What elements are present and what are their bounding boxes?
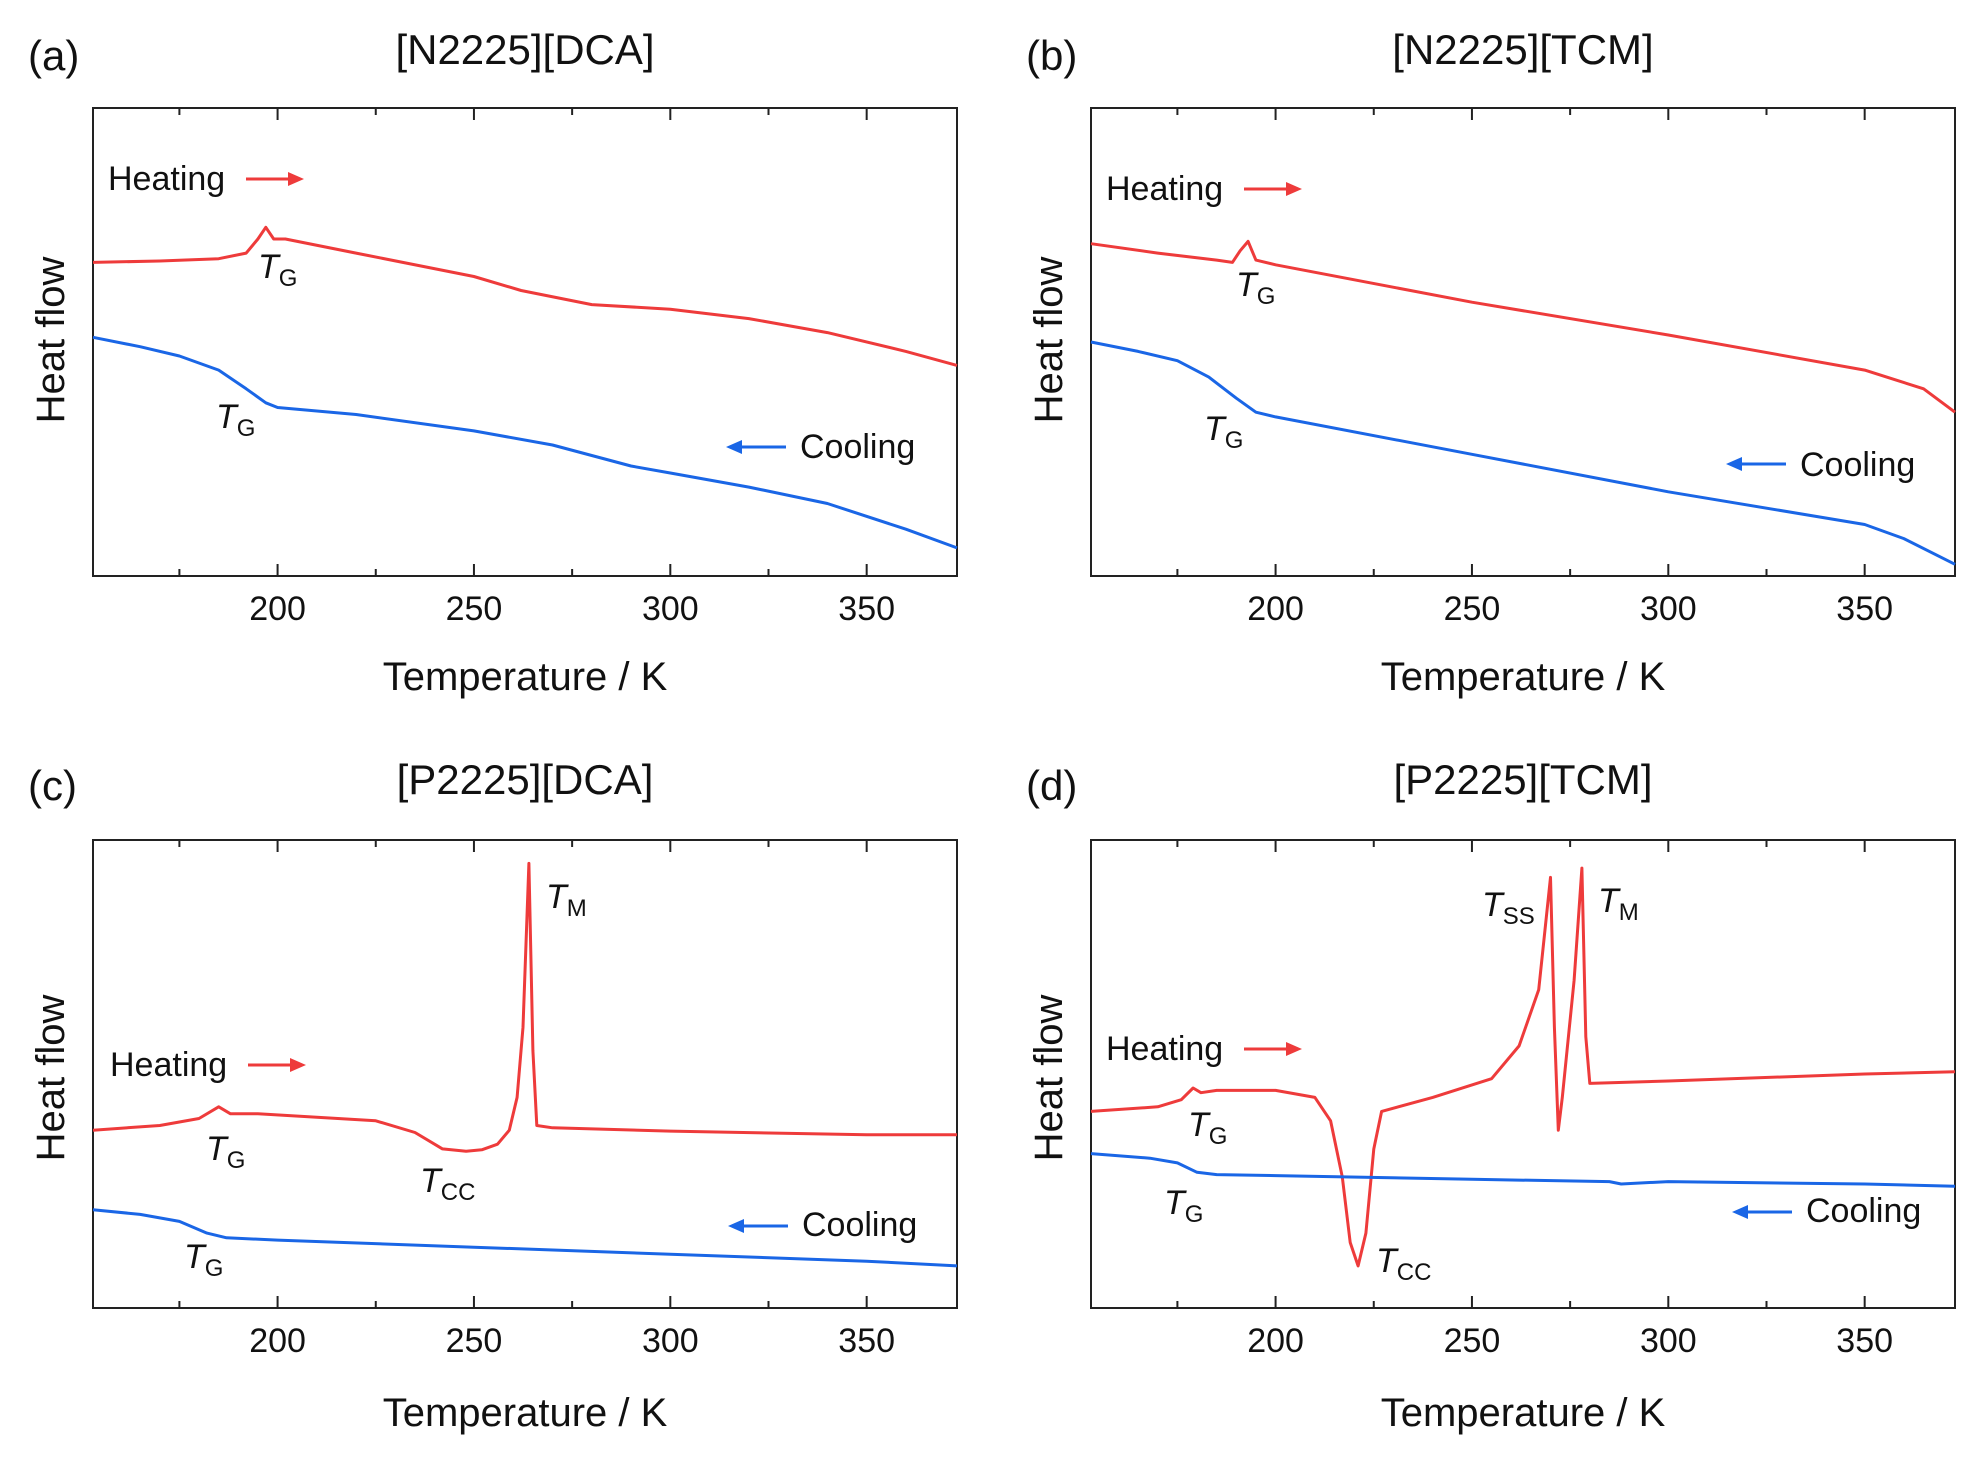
cooling-curve	[1090, 1152, 1956, 1188]
x-tick-label: 200	[1247, 590, 1304, 628]
heating-curve	[92, 861, 957, 1153]
cooling-legend-label: Cooling	[802, 1206, 917, 1244]
annotation-tm: TM	[546, 878, 587, 922]
panel-a-plot-frame	[92, 107, 958, 577]
annotation-tg-heating: TG	[1188, 1106, 1227, 1150]
panel-a-ticks	[178, 108, 868, 576]
annotation-tm: TM	[1598, 882, 1639, 926]
panel-c-xlabel: Temperature / K	[383, 1391, 668, 1435]
panel-c-ylabel: Heat flow	[29, 995, 73, 1162]
x-tick-label: 350	[1836, 590, 1893, 628]
panel-d-tick-labels: 200 250 300 350	[1247, 1322, 1893, 1360]
panel-a-xlabel: Temperature / K	[383, 655, 668, 699]
annotation-tg-heating: TG	[206, 1130, 245, 1174]
cooling-legend-label: Cooling	[800, 428, 915, 466]
annotation-tcc: TCC	[420, 1162, 475, 1206]
heating-arrow-icon	[248, 1058, 306, 1072]
heating-legend-label: Heating	[110, 1046, 227, 1084]
panel-c-plot-frame	[92, 839, 958, 1309]
cooling-arrow-icon	[728, 1219, 788, 1233]
x-tick-label: 250	[446, 1322, 503, 1360]
panel-b-tick-labels: 200 250 300 350	[1247, 590, 1893, 628]
x-tick-label: 300	[1640, 1322, 1697, 1360]
panel-d-ylabel: Heat flow	[1027, 995, 1071, 1162]
panel-d-xlabel: Temperature / K	[1381, 1391, 1666, 1435]
panel-d-plot-frame	[1090, 839, 1956, 1309]
x-tick-label: 300	[642, 1322, 699, 1360]
cooling-legend-label: Cooling	[1806, 1192, 1921, 1230]
panel-b-title: [N2225][TCM]	[1392, 26, 1653, 73]
panel-a-title: [N2225][DCA]	[395, 26, 654, 73]
panel-a-tick-labels: 200 250 300 350	[249, 590, 895, 628]
x-tick-label: 300	[1640, 590, 1697, 628]
cooling-curve	[92, 335, 958, 550]
heating-arrow-icon	[1244, 1042, 1302, 1056]
heating-legend-label: Heating	[1106, 170, 1223, 208]
annotation-tss: TSS	[1482, 886, 1535, 930]
x-tick-label: 200	[249, 590, 306, 628]
x-tick-label: 350	[1836, 1322, 1893, 1360]
panel-d-title: [P2225][TCM]	[1393, 756, 1652, 803]
cooling-arrow-icon	[1726, 457, 1786, 471]
annotation-tg-heating: TG	[258, 248, 297, 292]
annotation-tcc: TCC	[1376, 1242, 1431, 1286]
heating-legend-label: Heating	[108, 160, 225, 198]
cooling-arrow-icon	[1732, 1205, 1792, 1219]
panel-c-ticks	[178, 840, 868, 1308]
panel-d-ticks	[1176, 840, 1866, 1308]
heating-legend-label: Heating	[1106, 1030, 1223, 1068]
panel-a-label: (a)	[28, 32, 79, 79]
panel-d-label: (d)	[1026, 762, 1077, 809]
panel-c-tick-labels: 200 250 300 350	[249, 1322, 895, 1360]
x-tick-label: 300	[642, 590, 699, 628]
annotation-tg-heating: TG	[1236, 266, 1275, 310]
heating-arrow-icon	[1244, 182, 1302, 196]
x-tick-label: 350	[838, 590, 895, 628]
x-tick-label: 250	[446, 590, 503, 628]
panel-c: (c) [P2225][DCA] Heat flow Temperature /…	[28, 756, 958, 1435]
x-tick-label: 250	[1444, 590, 1501, 628]
panel-d: (d) [P2225][TCM] Heat flow Temperature /…	[1026, 756, 1956, 1435]
annotation-tg-cooling: TG	[1204, 410, 1243, 454]
panel-b-ylabel: Heat flow	[1027, 257, 1071, 424]
panel-c-label: (c)	[28, 762, 77, 809]
panel-b: (b) [N2225][TCM] Heat flow Temperature /…	[1026, 26, 1956, 699]
heating-arrow-icon	[246, 172, 304, 186]
cooling-curve	[92, 1208, 958, 1268]
annotation-tg-cooling: TG	[1164, 1184, 1203, 1228]
heating-curve	[1090, 239, 1956, 414]
x-tick-label: 250	[1444, 1322, 1501, 1360]
panel-a-ylabel: Heat flow	[29, 257, 73, 424]
x-tick-label: 200	[1247, 1322, 1304, 1360]
annotation-tg-cooling: TG	[184, 1238, 223, 1282]
x-tick-label: 350	[838, 1322, 895, 1360]
panel-c-title: [P2225][DCA]	[397, 756, 654, 803]
panel-a: (a) [N2225][DCA] Heat flow Temperature /…	[28, 26, 958, 699]
cooling-arrow-icon	[726, 440, 786, 454]
cooling-legend-label: Cooling	[1800, 446, 1915, 484]
annotation-tg-cooling: TG	[216, 398, 255, 442]
cooling-curve	[1090, 340, 1956, 566]
panel-b-ticks	[1176, 108, 1866, 576]
x-tick-label: 200	[249, 1322, 306, 1360]
panel-b-xlabel: Temperature / K	[1381, 655, 1666, 699]
heating-curve	[92, 225, 958, 367]
panel-b-label: (b)	[1026, 32, 1077, 79]
heating-curve	[1090, 866, 1956, 1268]
